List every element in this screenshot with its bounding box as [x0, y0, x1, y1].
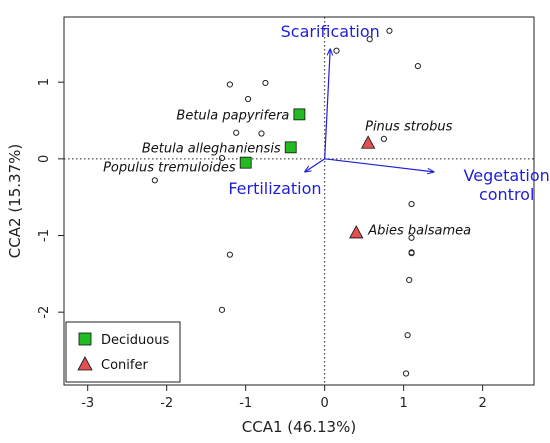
site-point [408, 200, 415, 208]
site-point [333, 47, 340, 54]
site-point [408, 250, 415, 257]
species-label: Abies balsamea [367, 223, 471, 238]
vector-label: Scarification [281, 22, 380, 41]
site-point [386, 27, 393, 34]
site-point [226, 251, 233, 258]
site-points [151, 27, 421, 377]
species-label: Betula papyrifera [176, 108, 289, 123]
site-point [366, 36, 373, 43]
vector-label-line: Vegetation [464, 166, 550, 185]
site-point [408, 234, 415, 241]
vector-label: Vegetation control [464, 166, 550, 204]
deciduous-marker [239, 156, 252, 169]
axis-ticks: -3 -2 -1 0 1 2 -2 -1 0 1 [37, 78, 487, 411]
species-label: Betula alleghaniensis [142, 141, 281, 156]
site-point [404, 332, 411, 339]
site-point [406, 276, 413, 284]
y-tick-label: -1 [37, 229, 52, 242]
x-tick-label: -1 [239, 396, 252, 411]
site-point [258, 130, 265, 137]
legend-deciduous-swatch [78, 332, 92, 346]
site-point [262, 79, 269, 87]
site-point [218, 154, 226, 162]
site-point [402, 370, 410, 377]
x-tick-label: 1 [400, 396, 408, 411]
legend-box [65, 321, 181, 383]
legend: Deciduous Conifer [65, 321, 181, 383]
deciduous-marker [284, 141, 297, 154]
x-tick-label: 2 [479, 396, 487, 411]
x-tick-label: -2 [160, 396, 173, 411]
species-markers: Betula papyrifera Betula alleghaniensis Po… [103, 108, 471, 238]
site-point [233, 129, 240, 136]
site-point [380, 135, 388, 142]
site-point [218, 306, 226, 313]
species-label: Pinus strobus [365, 120, 452, 135]
vector-label-line: control [479, 185, 534, 204]
site-point [226, 81, 233, 88]
y-tick-label: 0 [37, 155, 52, 163]
conifer-marker [360, 135, 376, 149]
plot-frame [63, 16, 535, 386]
vector-arrow [324, 49, 331, 159]
species-label: Populus tremuloides [103, 161, 236, 176]
x-tick-label: 0 [321, 396, 329, 411]
site-point [414, 62, 421, 70]
y-axis-title: CCA2 (15.37%) [6, 144, 24, 258]
conifer-marker [349, 225, 364, 239]
legend-label: Deciduous [101, 333, 169, 348]
legend-label: Conifer [101, 358, 148, 373]
x-tick-label: -3 [81, 396, 94, 411]
vector-label: Fertilization [228, 179, 321, 198]
x-axis-title: CCA1 (46.13%) [242, 418, 356, 436]
environment-vectors: Scarification Fertilization Vegetation cont… [228, 22, 550, 204]
reference-lines [64, 17, 534, 385]
site-point [151, 177, 158, 184]
site-point [244, 95, 252, 103]
y-tick-label: 1 [37, 78, 52, 86]
legend-conifer-swatch [77, 356, 93, 371]
vector-arrow [305, 158, 326, 172]
deciduous-marker [293, 108, 306, 121]
vector-arrow [324, 158, 434, 172]
y-tick-label: -2 [37, 306, 52, 319]
